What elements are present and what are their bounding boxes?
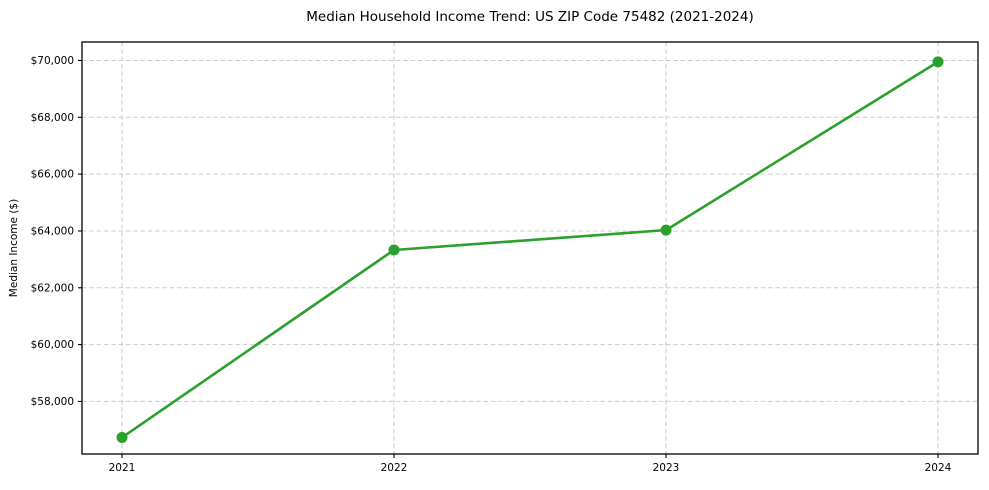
x-tick-label: 2021: [109, 462, 136, 474]
plot-border: [81, 41, 979, 455]
y-tick-label: $64,000: [31, 225, 74, 237]
x-tick-label: 2023: [653, 462, 680, 474]
data-point-2022: [388, 244, 400, 256]
x-tick-label: 2024: [925, 462, 952, 474]
chart-title: Median Household Income Trend: US ZIP Co…: [306, 9, 754, 25]
y-tick-label: $70,000: [31, 55, 74, 67]
y-axis-label: Median Income ($): [8, 199, 20, 297]
y-tick-label: $68,000: [31, 112, 74, 124]
y-tick-label: $66,000: [31, 169, 74, 181]
x-tick-label: 2022: [381, 462, 408, 474]
income-trend-line: [120, 60, 940, 439]
y-tick-label: $58,000: [31, 396, 74, 408]
y-tick-label: $62,000: [31, 282, 74, 294]
data-point-2021: [116, 432, 128, 444]
data-point-2024: [932, 56, 944, 68]
y-tick-label: $60,000: [31, 339, 74, 351]
data-point-2023: [660, 224, 672, 236]
